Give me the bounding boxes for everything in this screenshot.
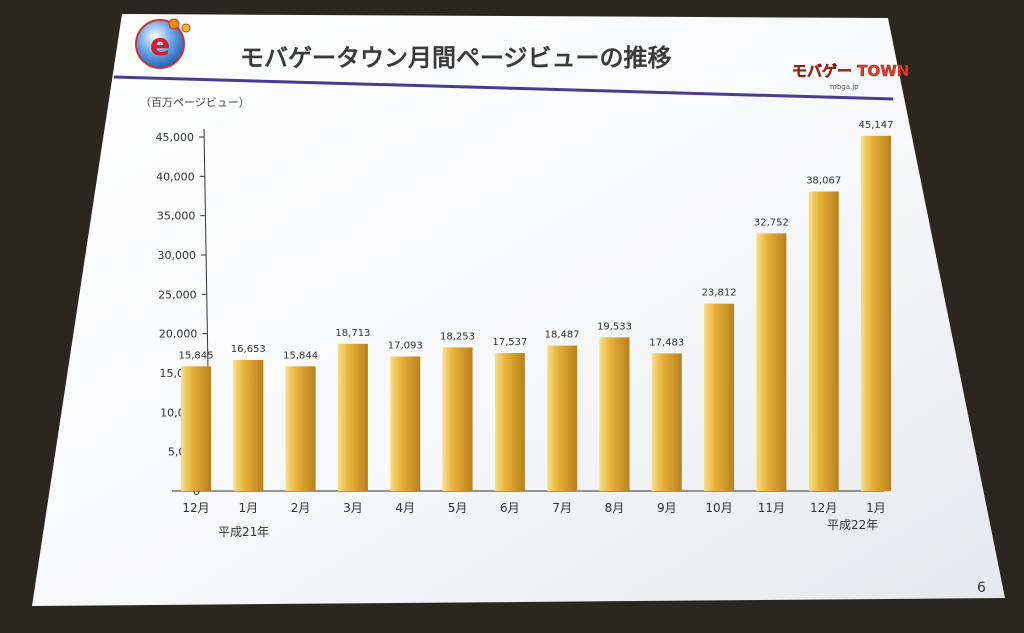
bar [599,337,630,491]
bar [233,359,264,491]
bar [704,303,735,491]
x-tick-label: 6月 [500,501,520,515]
logo-letter: e [150,28,170,63]
bar-value-label: 32,752 [754,217,789,228]
x-tick-label: 12月 [182,501,209,515]
x-tick-label: 2月 [291,501,311,515]
y-tick-label: 20,000 [159,328,198,341]
mobage-round-logo: e [135,18,191,69]
bar-value-label: 16,653 [231,344,266,355]
y-tick-label: 30,000 [158,249,197,262]
y-tick-label: 0 [193,485,200,498]
y-tick-label: 45,000 [156,131,195,144]
y-axis-label: （百万ページビュー） [140,96,250,109]
bar [181,366,211,491]
bar [651,353,682,491]
bar-value-label: 17,537 [492,337,527,348]
bar-value-label: 17,093 [388,341,423,352]
bar-value-label: 15,844 [283,350,318,361]
bar [337,343,368,491]
x-tick-label: 3月 [343,501,363,515]
x-tick-label: 5月 [448,501,468,515]
bar-value-label: 18,713 [335,328,370,339]
y-tick-label: 35,000 [157,210,196,223]
bar [861,135,891,491]
x-tick-label: 8月 [605,501,625,515]
bar [494,353,525,491]
x-tick-label: 12月 [810,501,837,515]
era-label-heisei21: 平成21年 [218,525,269,539]
x-tick-label: 9月 [657,501,677,515]
bar-value-label: 15,845 [179,350,214,361]
x-tick-label: 10月 [705,501,732,515]
y-tick-label: 40,000 [156,170,195,183]
brand-logo-text: モバゲー TOWN [792,62,909,80]
x-tick-label: 4月 [395,501,415,515]
slide-title: モバゲータウン月間ページビューの推移 [240,44,672,72]
era-label-heisei22: 平成22年 [827,518,878,532]
bar-value-label: 45,147 [859,120,894,131]
x-tick-label: 11月 [758,501,785,515]
bar-value-label: 18,253 [440,331,475,342]
x-axis: 12月 1月 2月 3月 4月 5月 6月 7月 8月 9月 10月 11月 12月 1月 [182,501,885,515]
mobage-town-logo: モバゲー TOWN mbga.jp [792,62,910,91]
bar [547,345,578,491]
bar-series: 15,845 16,653 15,844 18,713 17,093 18,253 17,5… [179,120,894,491]
x-tick-label: 1月 [238,501,258,515]
bar-value-label: 38,067 [806,176,841,187]
bar [808,191,839,491]
bar-value-label: 18,487 [545,330,580,341]
bar [390,356,421,491]
page-number: 6 [977,580,986,596]
x-tick-label: 7月 [552,501,572,515]
title-rule [113,75,894,101]
brand-logo-url: mbga.jp [830,83,859,91]
bar [285,366,316,491]
bar-value-label: 19,533 [597,321,632,332]
y-tick-label: 25,000 [158,288,197,301]
bar [756,233,787,491]
bar-value-label: 23,812 [702,288,737,299]
bar-value-label: 17,483 [649,337,684,348]
bar [442,347,473,491]
x-tick-label: 1月 [866,501,886,515]
